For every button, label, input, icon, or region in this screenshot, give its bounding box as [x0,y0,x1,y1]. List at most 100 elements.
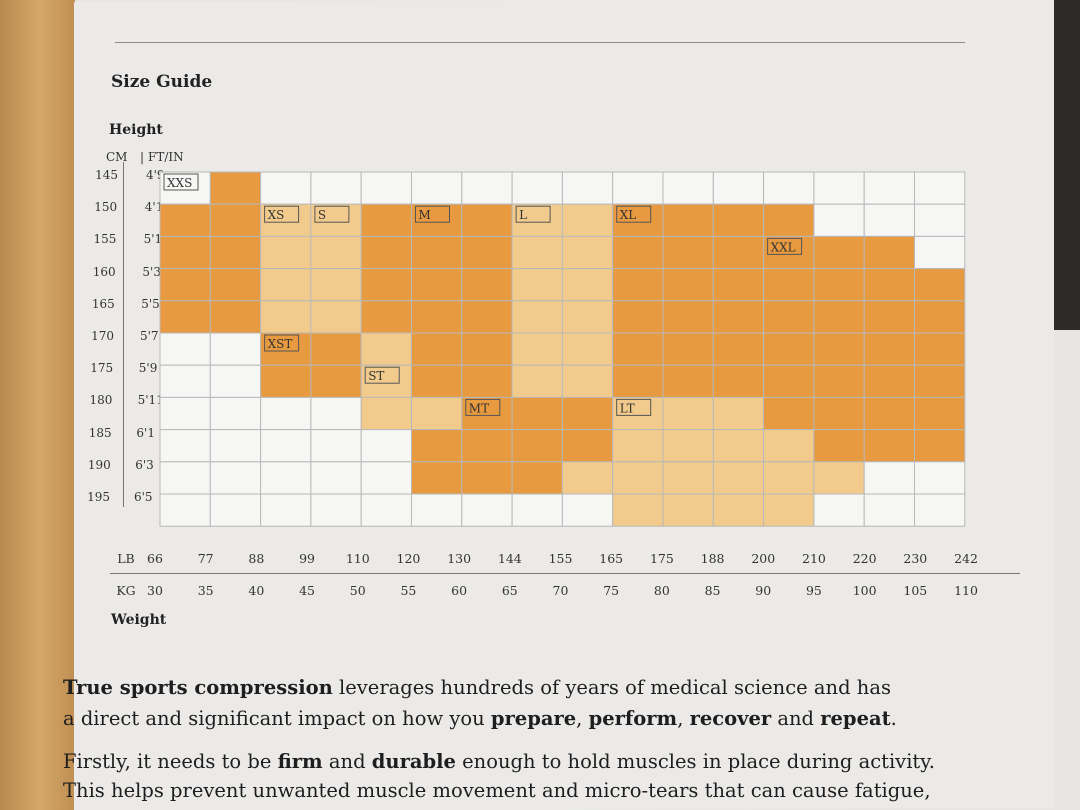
weight-lb-tick: 220 [852,551,877,566]
size-label-box [364,366,400,384]
text-run: and [322,750,372,773]
size-grid-cell [411,300,463,334]
weight-lb-tick: 130 [447,551,472,566]
weight-lb-tick: 242 [954,551,978,566]
size-grid-cell [360,235,413,270]
height-ftin-label: 5'3 [142,264,161,279]
size-grid-cell [712,268,765,302]
size-grid-cell [914,171,966,205]
size-grid-cell [561,332,614,366]
size-grid-cell [763,300,815,334]
size-grid-cell [712,203,765,237]
weight-lb-tick: 144 [497,551,522,566]
size-grid-cell [310,332,362,366]
paragraph-1-line-1: True sports compression leverages hundre… [63,676,891,699]
size-grid-cell [561,364,614,398]
size-grid-cell [360,493,413,527]
size-grid-cell [763,364,815,398]
size-grid-cell [561,396,614,431]
weight-kg-tick: 70 [552,583,569,598]
size-grid-cell [813,203,865,237]
header-separator: | [140,150,145,164]
paragraph-2-line-1: Firstly, it needs to be firm and durable… [63,750,935,773]
size-grid-cell [461,235,513,270]
size-grid-cell [360,429,413,463]
size-grid-cell [360,461,413,495]
size-grid-cell [260,429,312,463]
size-grid-cell [209,171,262,205]
size-grid-cell [763,171,815,205]
bold-word: recover [689,707,772,730]
size-grid-cell [260,364,312,398]
height-cm-label: 160 [92,264,116,279]
size-grid-cell [914,268,966,302]
size-grid-cell [863,364,916,398]
size-label-box [163,173,199,191]
size-grid-cell [511,429,563,463]
size-grid-cell [863,268,916,302]
size-grid-cell [511,203,563,237]
size-grid-cell [260,461,312,495]
size-grid-cell [712,300,765,334]
size-grid-cell [612,171,664,205]
page-title: Size Guide [111,72,213,92]
size-grid-cell [914,235,966,270]
weight-lb-tick: 200 [751,551,776,566]
size-grid-cell [662,300,714,334]
size-grid-cell [612,429,664,463]
ftin-header: FT/IN [148,150,184,164]
weight-kg-tick: 45 [299,583,316,598]
size-grid-cell [914,396,966,431]
height-axis-line [123,162,124,507]
weight-lb-tick: 120 [396,551,421,566]
size-grid-cell [159,171,211,205]
weight-kg-tick: 100 [852,583,877,598]
size-grid-cell [712,396,765,431]
weight-lb-tick: 175 [649,551,674,566]
size-label: XXS [167,176,192,190]
size-grid-cell [914,364,966,398]
size-grid-cell [511,268,563,302]
weight-kg-tick: 75 [603,583,620,598]
size-grid-cell [511,396,563,431]
size-grid-cell [763,332,815,366]
weight-kg-tick: 60 [451,583,468,598]
height-cm-label: 150 [94,200,118,215]
size-grid-cell [310,396,362,431]
weight-lb-tick: 77 [197,551,214,566]
size-grid-cell [360,300,413,334]
size-grid-cell [763,203,815,237]
size-grid-cell [662,332,714,366]
size-grid-cell [159,203,211,237]
size-grid-cell [612,364,664,398]
size-grid-cell [310,268,362,302]
size-grid-cell [511,332,563,366]
size-grid-cell [763,493,815,527]
size-grid-cell [914,493,966,527]
size-grid-cell [159,429,211,463]
size-grid-cell [511,171,563,205]
weight-kg-tick: 85 [704,583,721,598]
weight-kg-tick: 95 [805,583,822,598]
size-grid-cell [561,235,614,270]
size-grid-cell [914,461,966,495]
bold-word: perform [588,707,678,730]
size-label: XST [268,337,293,351]
size-grid-cell [411,364,463,398]
size-grid-cell [461,203,513,237]
bold-word: firm [277,750,323,773]
size-grid-cell [209,203,262,237]
height-ftin-label: 5'7 [140,329,159,343]
size-label: XS [268,208,285,222]
weight-kg-tick: 35 [197,583,214,598]
size-grid-cell [612,235,664,270]
size-grid-cell [209,332,262,366]
height-ftin-label: 5'11 [137,393,164,408]
size-grid-cell [260,203,312,237]
size-grid-cell [662,429,714,463]
text-run: a direct and significant impact on how y… [63,707,491,730]
size-grid-cell [763,268,815,302]
size-grid-cell [662,203,714,237]
